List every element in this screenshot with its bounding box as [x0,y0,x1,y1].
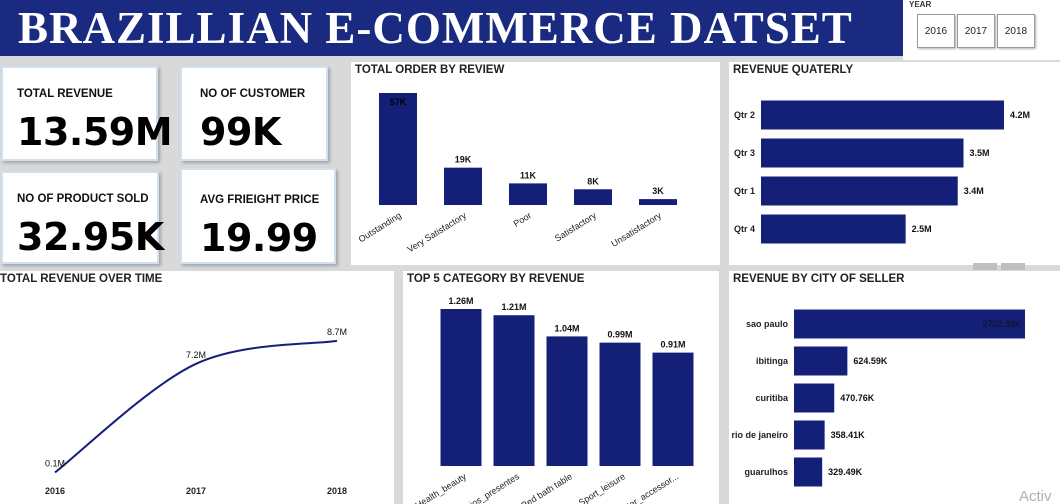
panel-title: TOTAL REVENUE OVER TIME [0,273,163,285]
data-label: 624.59K [853,356,888,366]
bar [794,346,848,376]
category-label: Satisfactory [553,210,599,244]
data-label: 19K [455,155,472,165]
revenue-line-chart: 0.1M 2016 7.2M 2017 8.7M 2018 [45,327,347,496]
visual-header-control[interactable] [973,263,997,270]
bar [652,352,694,466]
kpi-value: 13.59M [17,110,173,154]
category-label: ibitinga [756,356,789,366]
kpi-label: NO OF CUSTOMER [200,88,306,100]
x-tick-label: 2017 [186,486,206,496]
data-label: 3.5M [970,148,990,158]
kpi-label: TOTAL REVENUE [17,88,113,100]
data-label: 8.7M [327,327,347,337]
data-label: 1.04M [554,323,579,333]
category-label: Qtr 4 [734,224,755,234]
category-label: Very Satisfactory [405,210,468,255]
x-tick-label: 2016 [45,486,65,496]
category-label: curitiba [755,393,789,403]
bar [794,457,823,487]
data-label: 8K [587,176,599,186]
panel-title: REVENUE BY CITY OF SELLER [733,273,905,285]
category-label: Qtr 1 [734,186,755,196]
panel-top-categories[interactable]: TOP 5 CATEGORY BY REVENUE 1.26M Health_be… [403,271,719,504]
category-label: sao paulo [746,319,789,329]
bar [761,214,906,244]
kpi-label: AVG FRIEIGHT PRICE [200,194,320,206]
category-label: rio de janeiro [731,430,788,440]
year-button-2018[interactable]: 2018 [997,14,1035,48]
data-label: 3K [652,186,664,196]
kpi-card-total-revenue: TOTAL REVENUE 13.59M [1,66,173,161]
category-label: Unsatisfactory [609,210,663,249]
bar [761,138,964,168]
data-label: 470.76K [840,393,875,403]
data-label: 3.4M [964,186,984,196]
data-label: 1.21M [501,302,526,312]
category-label: Outstanding [357,210,403,244]
data-label: 329.49K [828,467,863,477]
year-slicer: YEAR 2016 2017 2018 [903,0,1060,60]
city-bar-chart: sao paulo 2702.88K ibitinga 624.59K curitiba… [731,309,1025,487]
kpi-value: 19.99 [200,216,318,260]
bar [444,167,482,205]
data-label: 7.2M [186,350,206,360]
bar [599,342,641,466]
bar [440,309,482,466]
panel-revenue-by-city[interactable]: REVENUE BY CITY OF SELLER sao paulo 2702.… [729,271,1060,504]
panel-order-by-review[interactable]: TOTAL ORDER BY REVIEW 57K Outstanding 19K V… [351,62,720,265]
kpi-value: 32.95K [17,215,164,259]
category-bar-chart: 1.26MHealth_beauty1.21Mrelogios_presente… [414,296,694,504]
bar [794,309,1025,339]
data-label: 1.26M [448,296,473,306]
category-label: Qtr 3 [734,148,755,158]
kpi-card-freight-price: AVG FRIEIGHT PRICE 19.99 [180,168,336,264]
data-label: 0.91M [660,340,685,350]
category-label: Qtr 2 [734,110,755,120]
bar [493,315,535,466]
bar [761,176,958,206]
dashboard-title: BRAZILLIAN E-COMMERCE DATSET [18,3,853,53]
bar [794,383,835,413]
visual-header-control[interactable] [1001,263,1025,270]
category-label: Health_beauty [414,471,469,504]
quarterly-bar-chart: Qtr 2 4.2M Qtr 3 3.5M Qtr 1 3.4M Qtr 4 2.5M [734,100,1030,244]
bar [639,199,677,205]
data-label: 4.2M [1010,110,1030,120]
bar [761,100,1004,130]
bar [379,93,417,205]
bar [574,189,612,205]
activation-watermark: Activ [1019,488,1052,504]
kpi-value: 99K [200,110,281,154]
category-label: guarulhos [744,467,788,477]
data-label: 2.5M [912,224,932,234]
data-label: 0.1M [45,458,65,468]
kpi-label: NO OF PRODUCT SOLD [17,193,149,205]
revenue-line [54,339,338,474]
panel-title: TOP 5 CATEGORY BY REVENUE [407,273,585,285]
data-label: 57K [390,97,407,107]
x-tick-label: 2018 [327,486,347,496]
category-label: Poor [512,210,533,229]
panel-revenue-over-time[interactable]: TOTAL REVENUE OVER TIME 0.1M 2016 7.2M 2017… [0,271,394,504]
data-label: 0.99M [607,330,632,340]
year-button-2016[interactable]: 2016 [917,14,955,48]
panel-title: TOTAL ORDER BY REVIEW [355,64,505,76]
year-slicer-label: YEAR [909,0,932,9]
kpi-card-customers: NO OF CUSTOMER 99K [180,66,328,161]
kpi-card-products-sold: NO OF PRODUCT SOLD 32.95K [1,171,164,264]
data-label: 11K [520,170,537,180]
title-banner: BRAZILLIAN E-COMMERCE DATSET [0,0,903,56]
review-bar-chart: 57K Outstanding 19K Very Satisfactory 11K Poo… [357,93,677,255]
data-label: 358.41K [831,430,866,440]
bar [509,183,547,205]
bar [546,336,588,466]
data-label: 2702.88K [982,319,1021,329]
year-button-2017[interactable]: 2017 [957,14,995,48]
panel-title: REVENUE QUATERLY [733,64,854,76]
bar [794,420,825,450]
category-label: Sport_leisure [577,471,627,504]
category-label: Bed bath table [520,471,575,504]
panel-revenue-quarterly[interactable]: REVENUE QUATERLY Qtr 2 4.2M Qtr 3 3.5M Qtr 1… [729,62,1060,265]
